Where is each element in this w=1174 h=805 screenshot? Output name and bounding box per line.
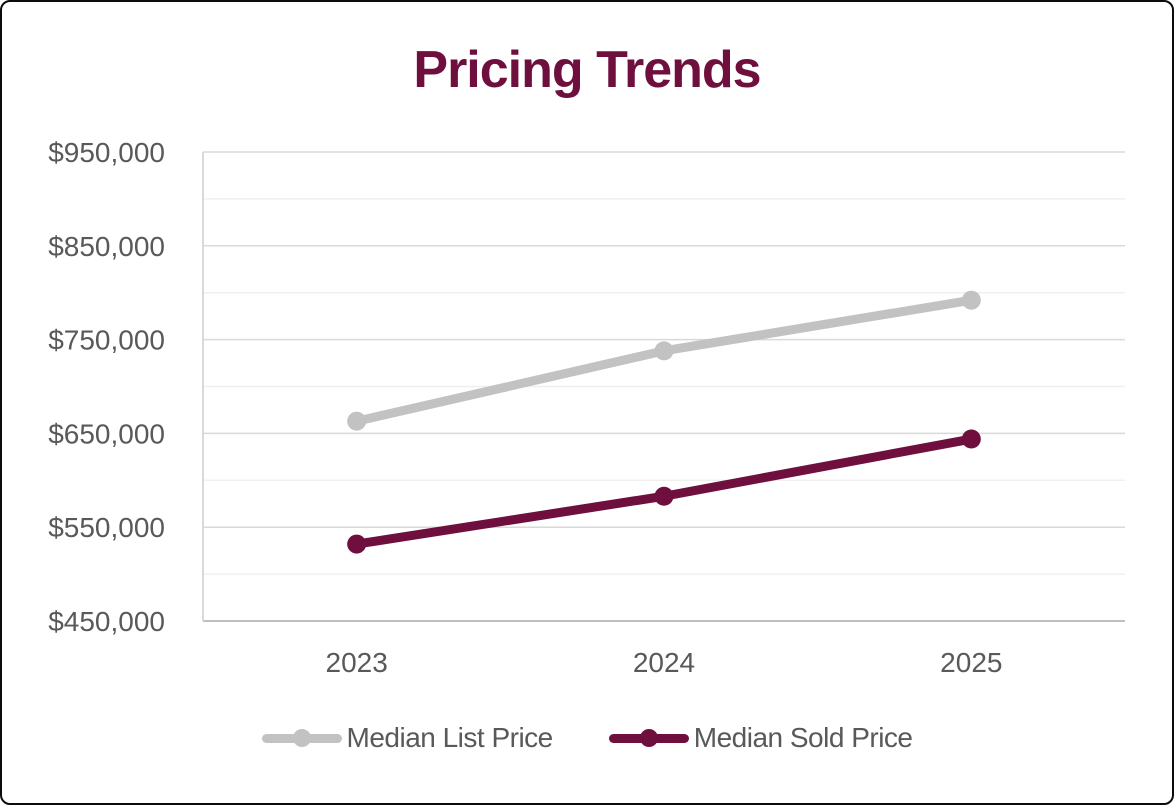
legend-label-median-sold-price: Median Sold Price — [693, 722, 913, 753]
data-point-median-sold-price — [347, 534, 367, 554]
median-list-price-line-swatch-icon — [261, 729, 342, 747]
median-sold-price-line-swatch-icon — [608, 729, 689, 747]
y-tick-label: $650,000 — [48, 418, 165, 449]
median-sold-price-marker-icon — [639, 729, 658, 747]
data-point-median-sold-price — [654, 486, 674, 506]
legend-item-median-list-price: Median List Price — [261, 722, 554, 754]
data-point-median-list-price — [654, 341, 674, 361]
y-tick-label: $550,000 — [48, 512, 165, 543]
data-point-median-list-price — [961, 290, 981, 310]
median-list-price-marker-icon — [292, 729, 311, 747]
chart-title: Pricing Trends — [413, 41, 761, 99]
legend-item-median-sold-price: Median Sold Price — [608, 722, 913, 754]
data-point-median-sold-price — [961, 429, 981, 449]
x-tick-label: 2024 — [633, 647, 695, 678]
legend-label-median-list-price: Median List Price — [346, 722, 554, 753]
series-line-median-list-price — [352, 295, 976, 426]
x-tick-label: 2025 — [940, 647, 1002, 678]
y-tick-label: $450,000 — [48, 606, 165, 637]
y-tick-label: $950,000 — [48, 137, 165, 168]
y-tick-label: $750,000 — [48, 325, 165, 356]
x-tick-label: 2023 — [326, 647, 388, 678]
y-tick-label: $850,000 — [48, 231, 165, 262]
chart-legend: Median List Price Median Sold Price — [2, 722, 1172, 754]
data-point-median-list-price — [347, 411, 367, 431]
